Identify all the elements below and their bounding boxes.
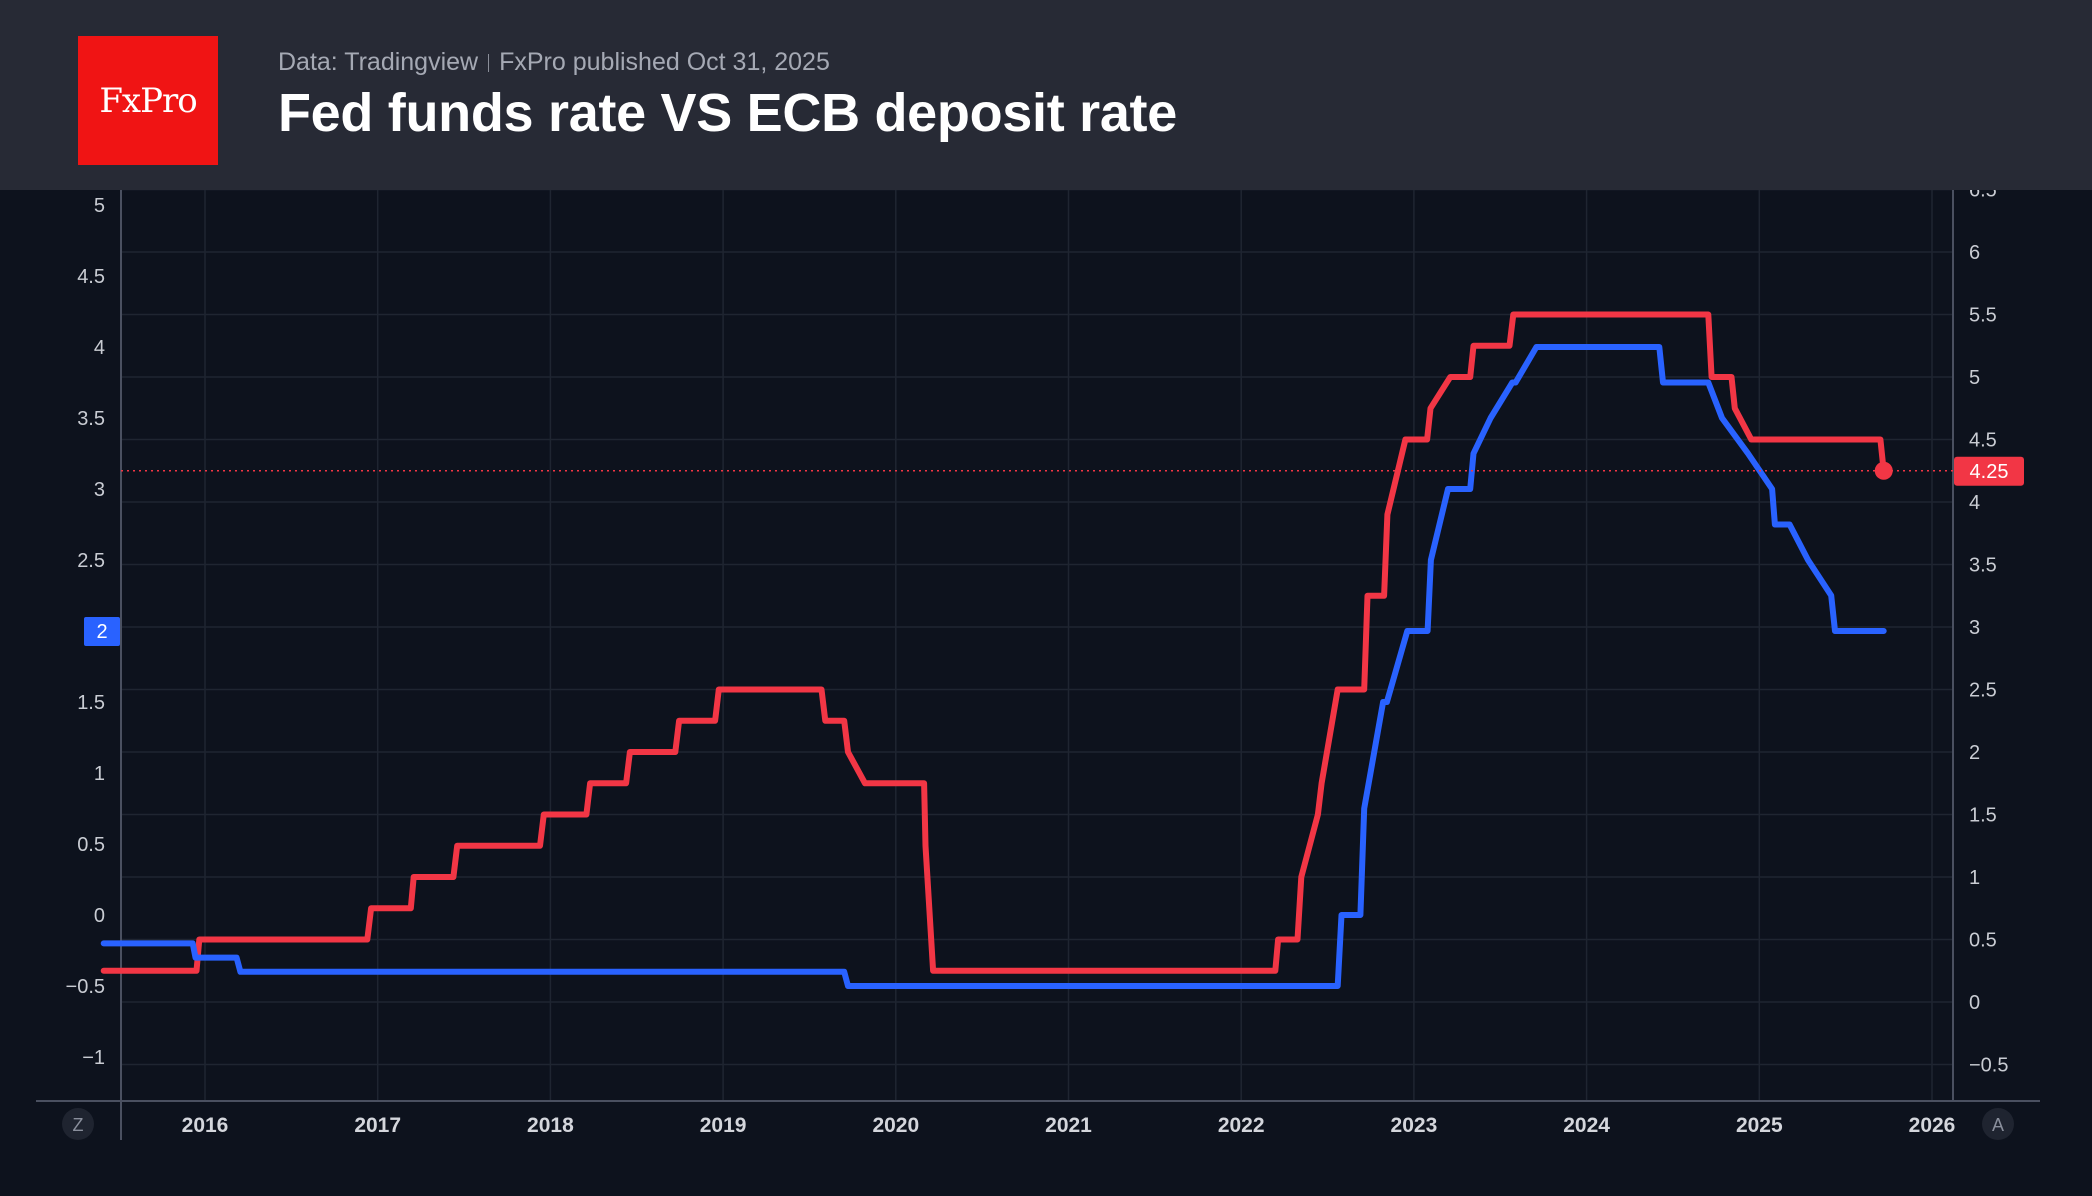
x-axis-tick-label: 2019: [700, 1114, 747, 1137]
series-layer: [100, 311, 1953, 989]
x-axis-tick-label: 2023: [1391, 1114, 1438, 1137]
left-axis-value-badge-text: 2: [96, 621, 107, 643]
right-axis-tick-label: 3: [1969, 617, 1980, 639]
left-axis-tick-label: −0.5: [66, 976, 105, 998]
right-axis-tick-label: 0: [1969, 992, 1980, 1014]
x-axis-tick-label: 2026: [1909, 1114, 1956, 1137]
left-axis-tick-label: 2.5: [77, 550, 105, 572]
left-axis-tick-label: 5: [94, 195, 105, 217]
fed-funds-rate-line: [100, 311, 1887, 974]
left-axis-tick-label: 4: [94, 337, 105, 359]
right-axis-tick-label: 6.5: [1969, 190, 1997, 202]
left-axis-tick-label: 3.5: [77, 408, 105, 430]
chart-title: Fed funds rate VS ECB deposit rate: [278, 83, 1177, 143]
right-axis-value-badge: [1954, 456, 2024, 486]
gridlines: [121, 190, 1953, 1101]
right-axis-tick-label: 0.5: [1969, 930, 1997, 952]
published-label: FxPro published Oct 31, 2025: [499, 48, 830, 76]
left-scale-button-label: Z: [73, 1115, 84, 1135]
fxpro-logo: FxPro: [78, 36, 218, 165]
x-axis-tick-label: 2016: [182, 1114, 229, 1137]
left-axis-tick-label: 3: [94, 479, 105, 501]
left-scale-button[interactable]: Z: [62, 1108, 94, 1140]
left-axis-value-badge: [84, 617, 120, 646]
right-axis-tick-label: 5.5: [1969, 305, 1997, 327]
right-axis-tick-label: 2: [1969, 742, 1980, 764]
right-axis-tick-label: 3.5: [1969, 555, 1997, 577]
left-axis-tick-label: −1: [82, 1047, 105, 1069]
right-axis-tick-label: 5: [1969, 367, 1980, 389]
x-axis-tick-label: 2025: [1736, 1114, 1783, 1137]
x-axis-tick-label: 2018: [527, 1114, 574, 1137]
chart-area[interactable]: 5 4.5 4 3.5 3 2.5 2 1.5 1 0.5 0 −0.5 −1 6.5 6 5.5 5 4.5 4…: [0, 190, 2092, 1196]
right-scale-button-label: A: [1992, 1115, 2004, 1135]
right-scale-button[interactable]: A: [1982, 1108, 2014, 1140]
left-axis-tick-label: 0.5: [77, 834, 105, 856]
x-axis-tick-label: 2021: [1045, 1114, 1092, 1137]
last-value-dot: [1874, 461, 1893, 480]
right-axis-tick-label: 1.5: [1969, 805, 1997, 827]
header-bar: FxPro Data: Tradingview FxPro published O…: [0, 0, 2092, 190]
x-axis-tick-label: 2022: [1218, 1114, 1265, 1137]
left-axis-tick-label: 4.5: [77, 266, 105, 288]
x-axis-tick-label: 2020: [872, 1114, 919, 1137]
x-axis-ticks: 2016 2017 2018 2019 2020 2021 2022 2023 2024 2025…: [182, 1114, 1956, 1137]
right-scale-button-circle: [1982, 1108, 2014, 1140]
right-axis-ticks: 6.5 6 5.5 5 4.5 4 3.5 3 2.5 2 1.5 1 0.5 0 −0.5: [1969, 190, 2008, 1077]
x-axis-tick-label: 2024: [1563, 1114, 1610, 1137]
left-scale-button-circle: [62, 1108, 94, 1140]
x-axis-tick-label: 2017: [354, 1114, 401, 1137]
axes: [36, 190, 2040, 1140]
separator: [488, 54, 490, 72]
axis-badges: 4.25 2: [84, 456, 2024, 646]
left-axis-tick-label: 1.5: [77, 692, 105, 714]
ecb-deposit-rate-line: [100, 344, 1887, 989]
chart-subtitle: Data: Tradingview FxPro published Oct 31,…: [278, 48, 830, 77]
right-axis-tick-label: 1: [1969, 867, 1980, 889]
right-axis-tick-label: 6: [1969, 242, 1980, 264]
data-source-label: Data: Tradingview: [278, 48, 479, 76]
right-axis-tick-label: −0.5: [1969, 1055, 2008, 1077]
left-axis-tick-label: 0: [94, 905, 105, 927]
left-axis-tick-label: 1: [94, 763, 105, 785]
right-axis-tick-label: 4.5: [1969, 430, 1997, 452]
left-axis-ticks: 5 4.5 4 3.5 3 2.5 2 1.5 1 0.5 0 −0.5 −1: [66, 195, 105, 1069]
right-axis-tick-label: 4: [1969, 492, 1980, 514]
right-axis-value-badge-text: 4.25: [1970, 461, 2009, 483]
right-axis-tick-label: 2.5: [1969, 680, 1997, 702]
